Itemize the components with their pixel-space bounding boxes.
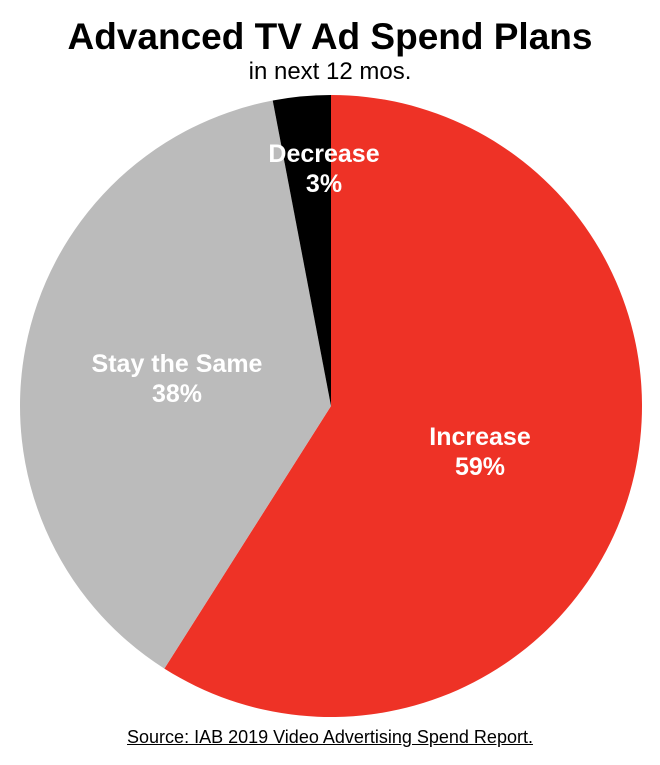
slice-label-text: Stay the Same — [91, 350, 263, 378]
pie-slice-stay-the-same — [19, 100, 332, 669]
pie-slice-decrease — [272, 95, 331, 406]
page-subtitle: in next 12 mos. — [248, 58, 412, 85]
slice-label-stay-the-same: Stay the Same 38% — [92, 349, 263, 409]
slice-label-text: Decrease — [268, 140, 380, 168]
slice-label-decrease: Decrease 3% — [268, 139, 379, 199]
source-note: Source: IAB 2019 Video Advertising Spend… — [127, 727, 533, 747]
page-title: Advanced TV Ad Spend Plans — [67, 16, 593, 57]
slice-label-pct: 3% — [305, 170, 343, 198]
slice-label-pct: 38% — [151, 380, 203, 408]
pie-slice-increase — [164, 95, 642, 717]
slice-label-increase: Increase 59% — [429, 422, 530, 482]
slice-label-text: Increase — [429, 423, 531, 451]
slice-label-pct: 59% — [454, 453, 506, 481]
